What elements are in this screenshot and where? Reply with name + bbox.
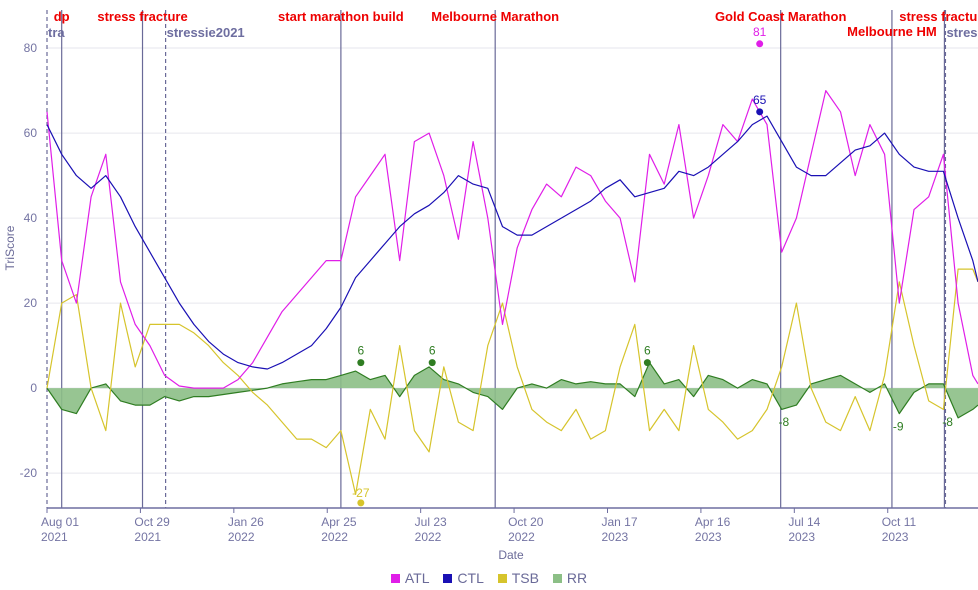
series-atl-line <box>46 90 978 389</box>
event-label: Gold Coast Marathon <box>715 9 847 24</box>
event-label: stressie2021 <box>167 25 245 40</box>
event-label: Melbourne Marathon <box>431 9 559 24</box>
x-tick-label: Apr 16 <box>695 515 731 529</box>
x-tick-label: 2022 <box>321 530 348 544</box>
y-tick-label: 40 <box>24 211 38 225</box>
series-group <box>46 90 978 495</box>
y-axis-ticks: -20 0 20 40 60 80 <box>20 41 38 480</box>
y-tick-label: 80 <box>24 41 38 55</box>
point-label: 6 <box>429 344 436 358</box>
x-tick-label: Jan 26 <box>228 515 264 529</box>
point-label: 6 <box>644 344 651 358</box>
legend: ATL CTL TSB RR <box>0 570 978 586</box>
tsb-swatch <box>497 574 507 583</box>
legend-item-ctl[interactable]: CTL <box>443 570 484 586</box>
x-tick-label: 2021 <box>41 530 68 544</box>
point-labels: 81 65 -27 6 6 6 -8 -9 -8 <box>352 25 953 507</box>
x-tick-label: Jul 23 <box>415 515 447 529</box>
point-label: -8 <box>778 415 789 429</box>
event-label: Melbourne HM <box>847 24 937 39</box>
point-marker <box>756 108 764 116</box>
x-tick-label: 2022 <box>508 530 535 544</box>
point-label: -8 <box>942 415 953 429</box>
point-marker <box>756 40 764 48</box>
x-tick-label: 2021 <box>134 530 161 544</box>
point-marker <box>357 499 365 507</box>
event-label: stress fracture <box>899 9 978 24</box>
legend-label: TSB <box>511 570 539 586</box>
y-tick-label: -20 <box>20 466 38 480</box>
x-tick-label: 2022 <box>228 530 255 544</box>
point-label: 65 <box>753 93 767 107</box>
point-label: -27 <box>352 486 370 500</box>
y-tick-label: 60 <box>24 126 38 140</box>
series-tsb-line <box>46 268 978 495</box>
point-marker <box>643 359 651 367</box>
x-axis-title: Date <box>498 548 524 562</box>
x-tick-label: Jan 17 <box>601 515 637 529</box>
legend-item-atl[interactable]: ATL <box>390 570 430 586</box>
series-rr-area <box>47 362 978 418</box>
rr-swatch <box>552 574 562 583</box>
y-tick-label: 0 <box>30 381 37 395</box>
x-tick-label: Oct 29 <box>134 515 170 529</box>
legend-item-rr[interactable]: RR <box>552 570 588 586</box>
x-tick-label: Apr 25 <box>321 515 357 529</box>
x-tick-label: Oct 11 <box>882 515 917 529</box>
ctl-swatch <box>443 574 453 583</box>
event-label: stressie <box>946 25 978 40</box>
x-tick-label: Jul 14 <box>788 515 820 529</box>
series-ctl-line <box>46 115 978 370</box>
point-label: 81 <box>753 25 767 39</box>
gridlines <box>47 47 978 474</box>
x-tick-label: 2023 <box>882 530 909 544</box>
point-marker <box>357 359 365 367</box>
event-label: start marathon build <box>278 9 404 24</box>
legend-item-tsb[interactable]: TSB <box>497 570 539 586</box>
x-tick-label: Oct 20 <box>508 515 544 529</box>
x-tick-label: 2023 <box>788 530 815 544</box>
point-label: -9 <box>893 419 904 433</box>
x-tick-label: 2023 <box>695 530 722 544</box>
legend-label: ATL <box>404 570 430 586</box>
event-label: tra <box>48 25 65 40</box>
y-axis-title: TriScore <box>3 225 17 270</box>
x-tick-label: Aug 01 <box>41 515 79 529</box>
x-tick-label: 2023 <box>601 530 628 544</box>
legend-label: CTL <box>457 570 484 586</box>
point-marker <box>428 359 436 367</box>
x-tick-label: 2022 <box>415 530 442 544</box>
atl-swatch <box>390 574 400 583</box>
event-label: stress fracture <box>97 9 187 24</box>
event-label: dp <box>54 9 70 24</box>
legend-label: RR <box>566 570 588 586</box>
y-tick-label: 20 <box>24 296 38 310</box>
series-rr-line <box>46 362 978 419</box>
point-label: 6 <box>357 344 364 358</box>
